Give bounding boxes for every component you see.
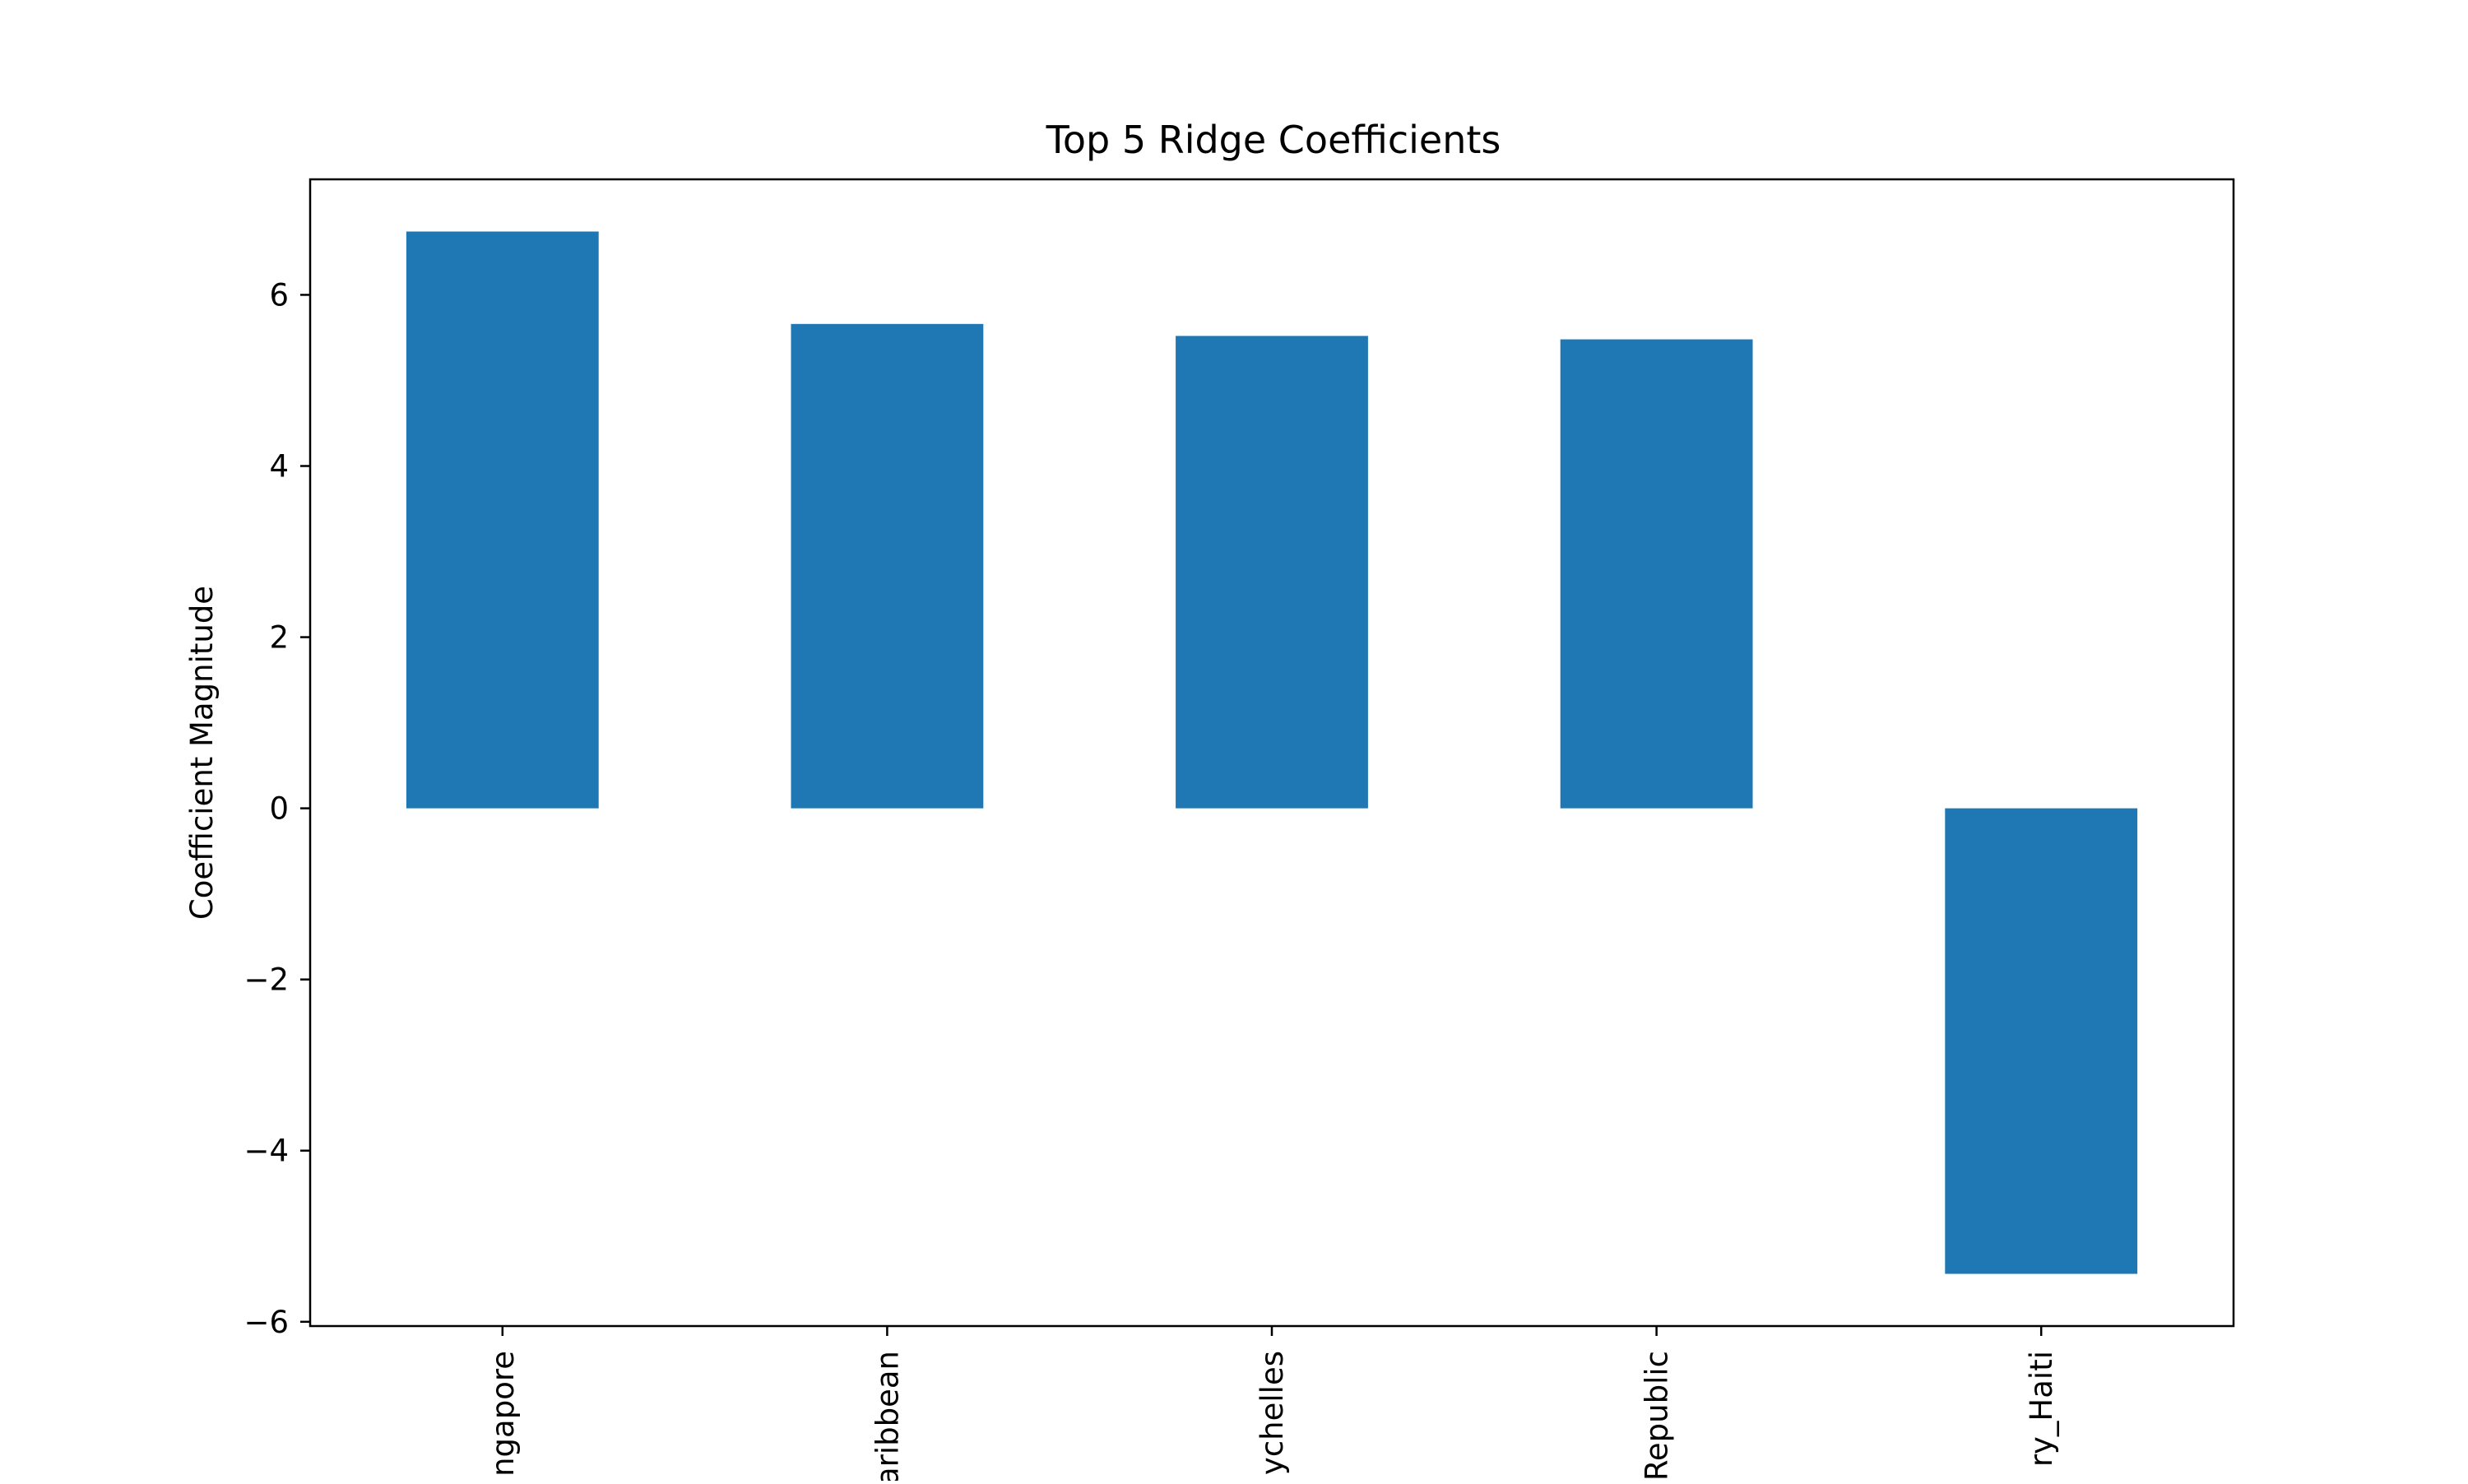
bar-2 xyxy=(791,323,984,809)
bar-1 xyxy=(406,231,599,809)
bar-4 xyxy=(1560,339,1753,809)
y-axis: −6 −4 −2 0 2 4 6 xyxy=(244,277,310,1340)
y-axis-label: Coefficient Magnitude xyxy=(184,586,220,920)
y-tick-label: 2 xyxy=(269,620,289,656)
x-tick-label: Republic xyxy=(1640,1351,1675,1481)
y-tick-label: −4 xyxy=(244,1134,289,1169)
bar-5 xyxy=(1945,808,2138,1274)
chart-title: Top 5 Ridge Coefficients xyxy=(1046,118,1501,162)
y-tick-label: −6 xyxy=(244,1305,289,1340)
y-tick-label: −2 xyxy=(244,962,289,998)
y-tick-label: 6 xyxy=(269,277,289,313)
bar-3 xyxy=(1176,336,1368,809)
plot-frame xyxy=(308,178,2235,1328)
y-tick-label: 4 xyxy=(269,449,289,485)
x-tick-label: aribbean xyxy=(870,1351,905,1481)
x-axis: ngapore aribbean ychelles Republic ry_Haiti xyxy=(485,1326,2059,1484)
bars-layer xyxy=(406,231,2138,1274)
y-tick-label: 0 xyxy=(269,791,289,827)
x-tick-label: ngapore xyxy=(485,1351,521,1477)
x-tick-label: ry_Haiti xyxy=(2024,1351,2059,1467)
x-tick-label: ychelles xyxy=(1255,1351,1290,1475)
